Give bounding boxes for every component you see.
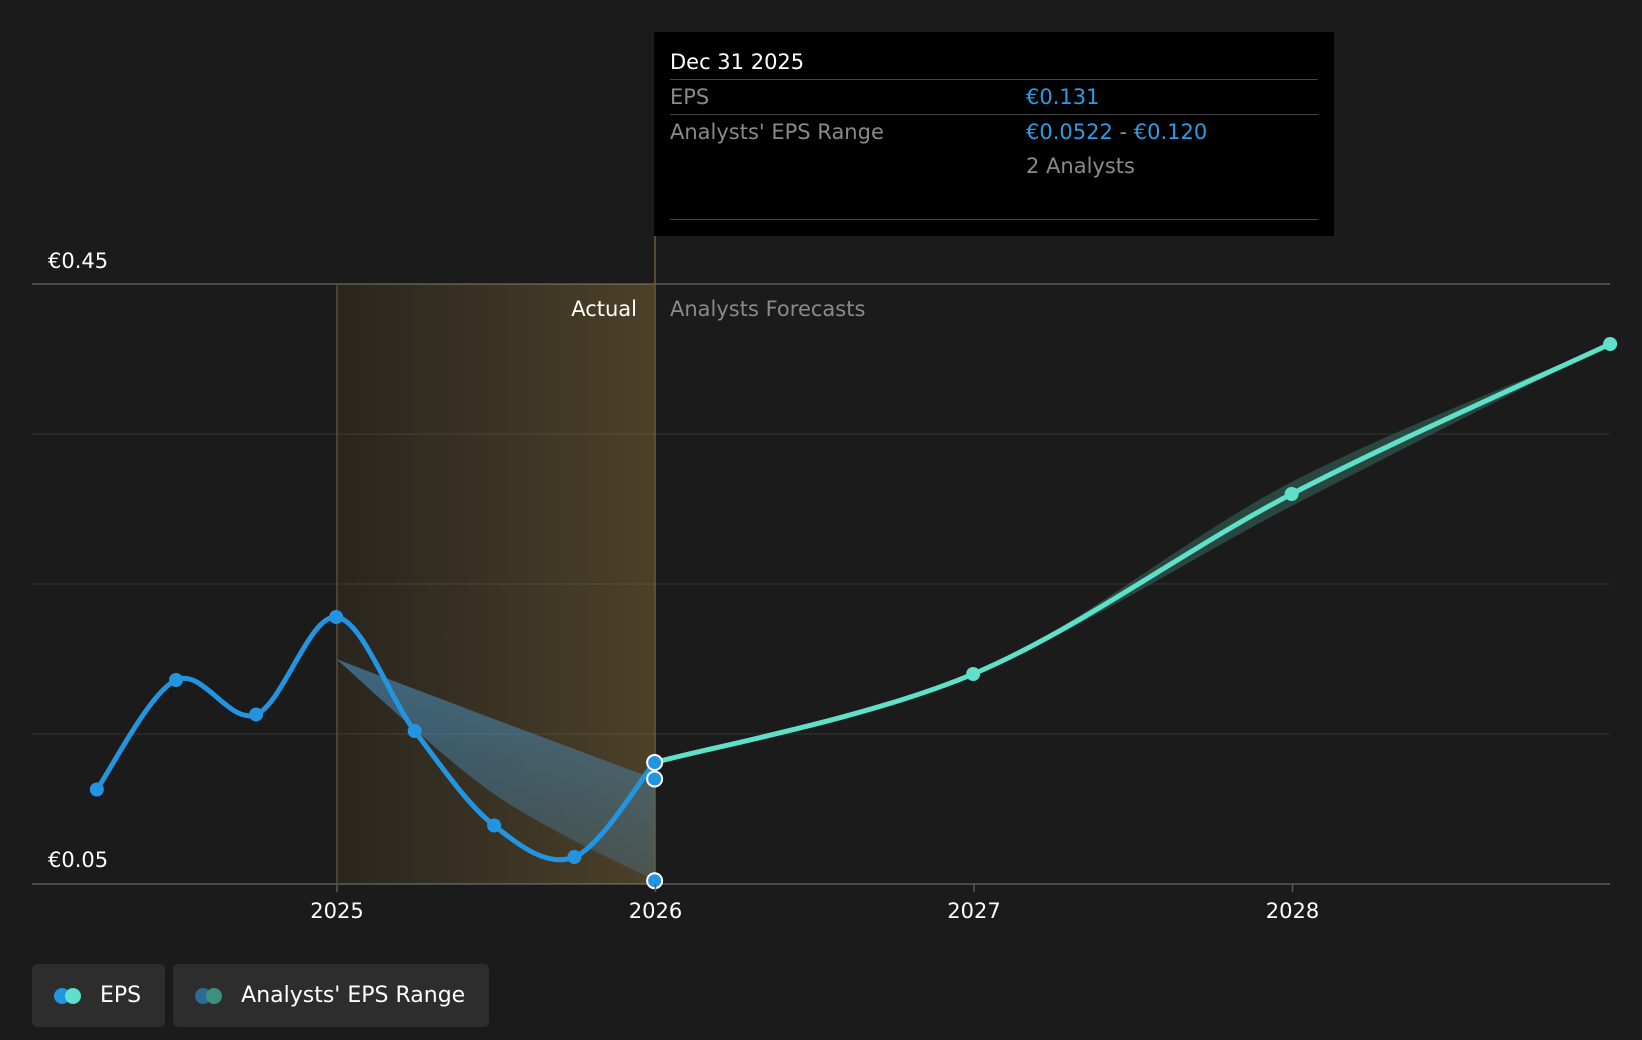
legend-item-eps[interactable]: EPS [32, 964, 166, 1027]
eps-data-point [966, 667, 981, 681]
tooltip-range-label: Analysts' EPS Range [670, 120, 884, 144]
eps-data-point [407, 724, 422, 738]
eps-legend-icon [54, 987, 86, 1005]
eps-data-point [89, 782, 104, 797]
x-tick-label: 2026 [629, 899, 682, 923]
eps-data-point [169, 673, 184, 687]
grid-layer [32, 283, 1610, 885]
range-legend-icon [195, 987, 227, 1005]
tooltip-range-low: €0.0522 [1026, 120, 1113, 144]
x-tick-label: 2025 [310, 899, 363, 923]
legend-eps-label: EPS [100, 983, 142, 1008]
series-layer [89, 337, 1618, 890]
y-axis-label-top: €0.45 [48, 249, 108, 273]
eps-data-point [329, 610, 344, 624]
eps-range-band [654, 344, 1611, 763]
eps-series-line [652, 341, 1613, 765]
tooltip-eps-value: €0.131 [1026, 85, 1100, 109]
tooltip-range-row: Analysts' EPS Range €0.0522 - €0.120 2 A… [670, 115, 1318, 183]
legend-range-label: Analysts' EPS Range [241, 983, 466, 1008]
current-date-marker [646, 872, 664, 890]
tooltip-range-high: €0.120 [1133, 120, 1208, 144]
eps-data-point [567, 850, 582, 864]
eps-data-point [1603, 337, 1618, 351]
tooltip-divider [670, 219, 1318, 220]
eps-range-band [336, 659, 655, 881]
x-tick-label: 2028 [1266, 899, 1319, 923]
eps-data-point [1284, 487, 1299, 501]
current-date-marker [646, 754, 664, 771]
x-tick-label: 2027 [947, 899, 1000, 923]
y-axis-label-bottom: €0.05 [48, 848, 108, 872]
eps-data-point [249, 707, 264, 722]
tooltip-eps-label: EPS [670, 85, 710, 109]
legend: EPS Analysts' EPS Range [32, 964, 490, 1027]
tooltip-range-separator: - [1112, 120, 1134, 144]
forecast-label: Analysts Forecasts [670, 297, 865, 321]
range-band-layer [336, 344, 1611, 881]
eps-series-line [94, 614, 658, 863]
current-date-marker [646, 770, 664, 788]
x-axis: 2025 2026 2027 2028 [310, 884, 1319, 923]
legend-item-eps-range[interactable]: Analysts' EPS Range [173, 964, 490, 1027]
eps-data-point [487, 818, 502, 833]
actual-label: Actual [571, 297, 637, 321]
tooltip: Dec 31 2025 EPS €0.131 Analysts' EPS Ran… [654, 32, 1334, 236]
tooltip-date: Dec 31 2025 [670, 47, 1318, 80]
tooltip-analysts-count: 2 Analysts [1026, 154, 1135, 178]
tooltip-eps-row: EPS €0.131 [670, 80, 1318, 115]
